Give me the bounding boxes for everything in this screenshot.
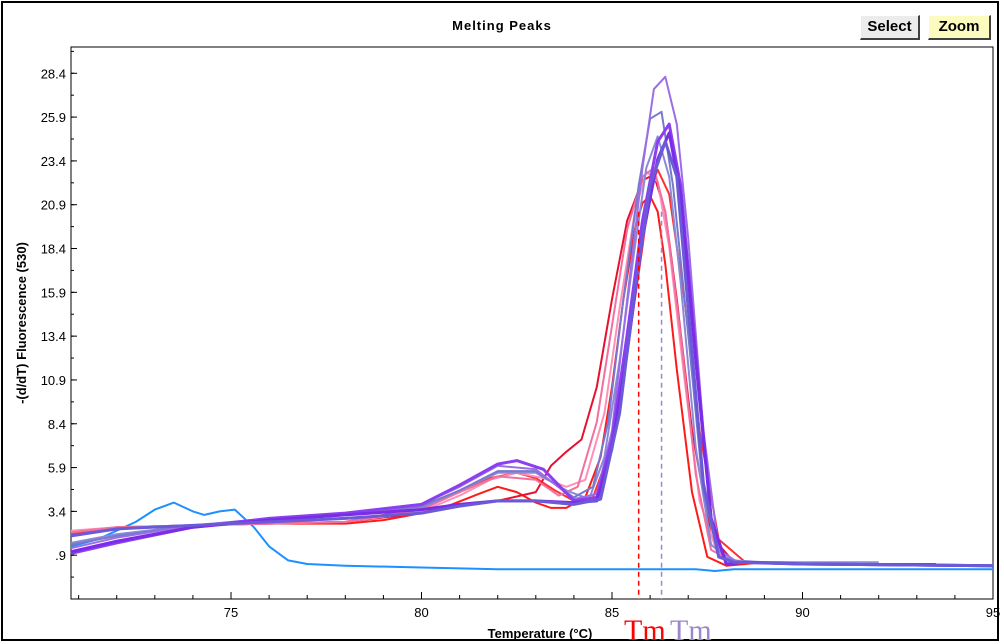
y-tick-label: 28.4 <box>41 66 66 81</box>
x-tick-label: 85 <box>605 605 619 620</box>
series-layer <box>70 75 994 572</box>
y-tick-label: 5.9 <box>48 461 66 476</box>
series-line-12 <box>70 140 994 568</box>
y-tick-label: 8.4 <box>48 417 66 432</box>
chart-title: Melting Peaks <box>452 18 552 33</box>
x-tick-label: 90 <box>795 605 809 620</box>
tm-markers: Tm Tm <box>624 211 712 644</box>
x-tick-label: 80 <box>414 605 428 620</box>
x-tick-label: 75 <box>224 605 238 620</box>
y-tick-label: 18.4 <box>41 242 66 257</box>
select-button[interactable]: Select <box>860 15 920 40</box>
series-line-6 <box>70 166 803 565</box>
y-tick-label: 13.4 <box>41 329 66 344</box>
plot-area <box>70 46 994 600</box>
y-tick-label: .9 <box>55 548 66 563</box>
tm-marker-label-2: Tm <box>670 614 712 644</box>
y-tick-label: 20.9 <box>41 198 66 213</box>
tm-marker-label-1: Tm <box>624 614 666 644</box>
y-axis-label: -(d/dT) Fluorescence (530) <box>14 242 29 404</box>
series-line-2 <box>70 195 936 567</box>
y-tick-label: 25.9 <box>41 110 66 125</box>
zoom-button[interactable]: Zoom <box>928 15 991 40</box>
axis-ticks: .9 3.4 5.9 8.4 10.9 13.4 15.9 18.4 20.9 23.4 25.9 2… <box>41 50 1000 620</box>
y-tick-label: 15.9 <box>41 285 66 300</box>
y-tick-label: 23.4 <box>41 154 66 169</box>
y-tick-label: 10.9 <box>41 373 66 388</box>
y-tick-label: 3.4 <box>48 504 66 519</box>
series-line-1 <box>70 501 993 572</box>
x-tick-label: 95 <box>986 605 1000 620</box>
x-axis-label: Temperature (°C) <box>488 626 593 641</box>
